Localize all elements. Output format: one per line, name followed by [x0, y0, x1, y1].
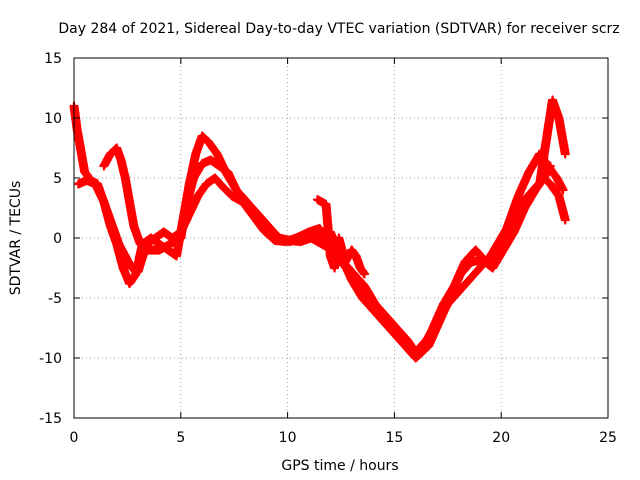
y-tick-label: 0: [53, 231, 62, 247]
y-tick-label: -10: [39, 351, 62, 367]
y-tick-labels: -15 -10 -5 0 5 10 15: [39, 51, 62, 427]
x-tick-labels: 0 5 10 15 20 25: [70, 430, 617, 446]
x-tick-label: 25: [599, 430, 617, 446]
x-tick-label: 0: [70, 430, 79, 446]
series-track-e: [312, 195, 370, 279]
series-group: [69, 95, 570, 363]
chart-title: Day 284 of 2021, Sidereal Day-to-day VTE…: [58, 21, 619, 37]
y-tick-label: 15: [44, 51, 62, 67]
series-track-d: [535, 95, 570, 189]
x-axis-label: GPS time / hours: [281, 458, 398, 474]
y-tick-label: 5: [53, 171, 62, 187]
y-tick-label: -5: [48, 291, 62, 307]
y-axis-label: SDTVAR / TECUs: [8, 181, 24, 296]
tick-marks: [73, 57, 609, 419]
grid-lines: [74, 58, 608, 418]
x-tick-label: 10: [279, 430, 297, 446]
x-tick-label: 5: [176, 430, 185, 446]
y-tick-label: -15: [39, 411, 62, 427]
y-tick-label: 10: [44, 111, 62, 127]
x-tick-label: 20: [492, 430, 510, 446]
series-track-c: [99, 143, 555, 361]
x-tick-label: 15: [385, 430, 403, 446]
